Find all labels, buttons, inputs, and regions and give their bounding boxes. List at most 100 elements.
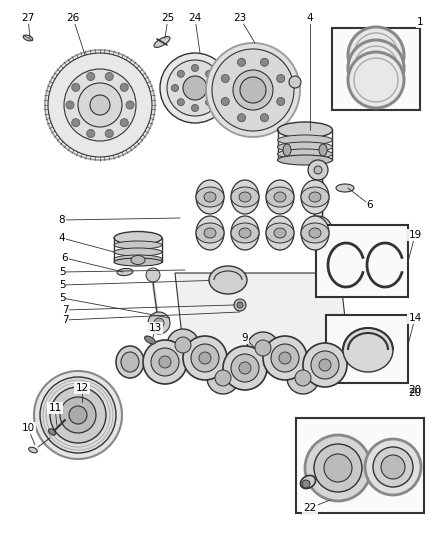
Circle shape <box>87 72 95 80</box>
Ellipse shape <box>196 180 224 214</box>
Text: 23: 23 <box>233 13 247 23</box>
Circle shape <box>240 77 266 103</box>
Ellipse shape <box>116 346 144 378</box>
Bar <box>296 418 424 513</box>
Ellipse shape <box>309 192 321 202</box>
Circle shape <box>239 362 251 374</box>
Circle shape <box>143 340 187 384</box>
Ellipse shape <box>49 429 56 435</box>
Text: 6: 6 <box>367 200 373 210</box>
Circle shape <box>72 119 80 127</box>
Circle shape <box>183 336 227 380</box>
Ellipse shape <box>266 187 294 207</box>
Circle shape <box>231 354 259 382</box>
Circle shape <box>295 370 311 386</box>
Text: 25: 25 <box>161 13 175 23</box>
Text: 8: 8 <box>59 215 65 225</box>
Circle shape <box>120 83 128 91</box>
Ellipse shape <box>204 228 216 238</box>
Circle shape <box>175 337 191 353</box>
Ellipse shape <box>266 180 294 214</box>
Ellipse shape <box>131 255 145 264</box>
Text: 12: 12 <box>75 383 88 393</box>
Circle shape <box>148 312 170 334</box>
Circle shape <box>90 95 110 115</box>
Circle shape <box>314 166 322 174</box>
Text: 11: 11 <box>48 403 62 413</box>
Circle shape <box>279 352 291 364</box>
Text: 7: 7 <box>62 305 68 315</box>
Bar <box>332 28 420 110</box>
Circle shape <box>277 75 285 83</box>
Ellipse shape <box>231 216 259 250</box>
Circle shape <box>373 447 413 487</box>
Circle shape <box>237 114 246 122</box>
Ellipse shape <box>231 187 259 207</box>
Circle shape <box>105 130 113 138</box>
Text: 6: 6 <box>62 253 68 263</box>
Circle shape <box>167 60 223 116</box>
Circle shape <box>319 359 331 371</box>
Ellipse shape <box>154 37 170 47</box>
Ellipse shape <box>343 328 393 372</box>
Ellipse shape <box>301 216 329 250</box>
Ellipse shape <box>23 35 33 41</box>
Circle shape <box>312 224 324 236</box>
Ellipse shape <box>274 228 286 238</box>
Circle shape <box>40 377 116 453</box>
Text: 26: 26 <box>67 13 80 23</box>
Circle shape <box>324 454 352 482</box>
Circle shape <box>237 302 243 308</box>
Circle shape <box>287 362 319 394</box>
Circle shape <box>215 370 231 386</box>
Circle shape <box>105 72 113 80</box>
Ellipse shape <box>274 192 286 202</box>
Circle shape <box>159 356 171 368</box>
Circle shape <box>308 160 328 180</box>
Circle shape <box>314 444 362 492</box>
Circle shape <box>237 58 246 66</box>
Ellipse shape <box>239 228 251 238</box>
Ellipse shape <box>301 180 329 214</box>
Circle shape <box>191 64 198 71</box>
Circle shape <box>289 76 301 88</box>
Circle shape <box>207 362 239 394</box>
Text: 20: 20 <box>409 388 421 398</box>
Circle shape <box>206 99 212 106</box>
Circle shape <box>160 53 230 123</box>
Ellipse shape <box>231 223 259 243</box>
Circle shape <box>177 99 184 106</box>
Circle shape <box>154 318 164 328</box>
Ellipse shape <box>266 216 294 250</box>
Circle shape <box>177 70 184 77</box>
Circle shape <box>146 268 160 282</box>
Ellipse shape <box>114 231 162 245</box>
Ellipse shape <box>319 144 327 156</box>
Circle shape <box>348 52 404 108</box>
Circle shape <box>365 439 421 495</box>
Circle shape <box>48 53 152 157</box>
Ellipse shape <box>114 248 162 256</box>
Circle shape <box>255 340 271 356</box>
Circle shape <box>303 343 347 387</box>
Ellipse shape <box>278 135 332 145</box>
Text: 22: 22 <box>304 503 317 513</box>
Circle shape <box>87 130 95 138</box>
Ellipse shape <box>266 223 294 243</box>
Circle shape <box>212 85 219 92</box>
Text: 1: 1 <box>417 17 423 27</box>
Polygon shape <box>175 273 350 363</box>
Circle shape <box>348 27 404 83</box>
Circle shape <box>34 371 122 459</box>
Circle shape <box>50 387 106 443</box>
Circle shape <box>151 348 179 376</box>
Circle shape <box>381 455 405 479</box>
Text: 9: 9 <box>242 333 248 343</box>
Ellipse shape <box>278 142 332 152</box>
Circle shape <box>271 344 299 372</box>
Circle shape <box>277 98 285 106</box>
Circle shape <box>172 85 179 92</box>
Circle shape <box>261 58 268 66</box>
Circle shape <box>69 406 87 424</box>
Polygon shape <box>277 350 333 373</box>
